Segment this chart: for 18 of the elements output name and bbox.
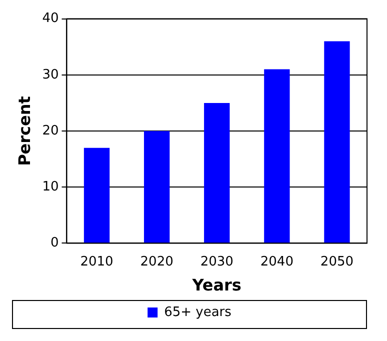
x-axis-title: Years	[191, 276, 242, 295]
x-tick-label: 2040	[260, 254, 294, 270]
x-tick-label: 2020	[140, 254, 174, 270]
bar	[144, 131, 170, 243]
y-tick-label: 20	[42, 123, 59, 138]
x-tick-label: 2050	[320, 254, 354, 270]
bar	[204, 102, 230, 243]
bar	[264, 69, 290, 243]
y-tick-label: 30	[42, 67, 59, 82]
y-tick-label: 40	[42, 11, 59, 26]
bar	[84, 148, 110, 243]
y-axis-title: Percent	[14, 96, 34, 166]
y-tick-label: 10	[42, 179, 59, 194]
y-tick-label: 0	[50, 236, 59, 251]
bar	[324, 41, 350, 243]
x-tick-label: 2030	[200, 254, 234, 270]
legend-label: 65+ years	[164, 304, 232, 320]
x-tick-label: 2010	[80, 254, 114, 270]
